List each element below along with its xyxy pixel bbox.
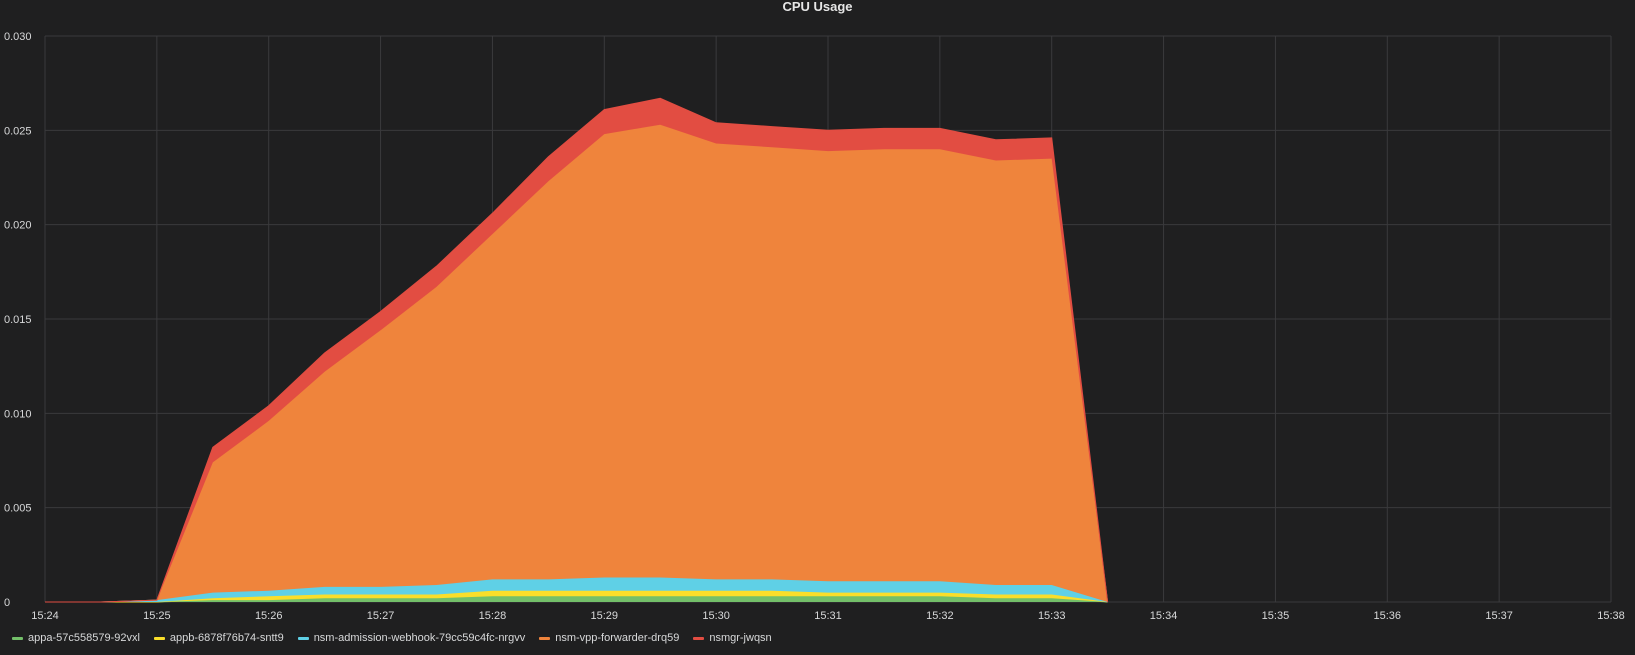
y-tick-label: 0.020	[4, 220, 32, 232]
x-tick-label: 15:31	[814, 610, 842, 622]
legend-label: nsmgr-jwqsn	[709, 632, 772, 644]
legend-swatch	[153, 636, 165, 640]
x-tick-label: 15:29	[591, 610, 619, 622]
y-tick-label: 0.015	[4, 314, 32, 326]
x-tick-label: 15:37	[1485, 610, 1513, 622]
legend-swatch	[12, 636, 23, 640]
stacked-areas[interactable]	[45, 97, 1109, 603]
y-tick-label: 0	[4, 597, 10, 609]
series-area-nsm-admission-webhook-79cc59c4fc-nrgvv[interactable]	[45, 577, 1108, 603]
legend-item[interactable]: appb-6878f76b74-sntt9	[153, 632, 284, 644]
legend-item[interactable]: appa-57c558579-92vxl	[12, 632, 140, 644]
series-line-nsmgr-jwqsn[interactable]	[45, 97, 1109, 603]
legend-item[interactable]: nsmgr-jwqsn	[693, 632, 772, 644]
x-tick-label: 15:24	[31, 610, 59, 622]
x-axis-ticks: 15:24 15:25 15:26 15:27 15:28 15:29 15:30 15:31…	[31, 610, 1625, 622]
x-tick-label: 15:25	[143, 610, 171, 622]
series-area-appa-57c558579-92vxl[interactable]	[45, 596, 1108, 602]
x-tick-label: 15:26	[255, 610, 283, 622]
legend-swatch	[539, 636, 551, 640]
x-tick-label: 15:28	[479, 610, 507, 622]
series-area-nsm-vpp-forwarder-drq59[interactable]	[45, 124, 1108, 602]
chart-title: CPU Usage	[782, 0, 853, 14]
series-area-nsmgr-jwqsn[interactable]	[45, 98, 1108, 603]
legend-label: nsm-admission-webhook-79cc59c4fc-nrgvv	[313, 632, 526, 644]
y-tick-label: 0.005	[4, 503, 32, 515]
x-tick-label: 15:36	[1374, 610, 1402, 622]
x-tick-label: 15:33	[1038, 610, 1066, 622]
legend-label: nsm-vpp-forwarder-drq59	[555, 632, 680, 644]
legend-item[interactable]: nsm-admission-webhook-79cc59c4fc-nrgvv	[297, 632, 526, 644]
x-tick-label: 15:27	[367, 610, 395, 622]
x-tick-label: 15:30	[702, 610, 730, 622]
legend-item[interactable]: nsm-vpp-forwarder-drq59	[539, 632, 679, 644]
y-tick-label: 0.030	[4, 31, 32, 43]
legend: appa-57c558579-92vxl appb-6878f76b74-sntt…	[12, 632, 772, 644]
y-axis-ticks: 0 0.005 0.010 0.015 0.020 0.025 0.030	[4, 31, 32, 609]
x-tick-label: 15:32	[926, 610, 954, 622]
legend-swatch	[297, 636, 309, 640]
x-tick-label: 15:38	[1597, 610, 1625, 622]
legend-swatch	[693, 636, 705, 640]
y-tick-label: 0.025	[4, 125, 32, 137]
x-tick-label: 15:34	[1150, 610, 1178, 622]
legend-label: appb-6878f76b74-sntt9	[169, 632, 284, 644]
y-tick-label: 0.010	[4, 408, 32, 420]
x-tick-label: 15:35	[1262, 610, 1290, 622]
legend-label: appa-57c558579-92vxl	[28, 632, 140, 644]
series-area-appb-6878f76b74-sntt9[interactable]	[45, 590, 1108, 602]
